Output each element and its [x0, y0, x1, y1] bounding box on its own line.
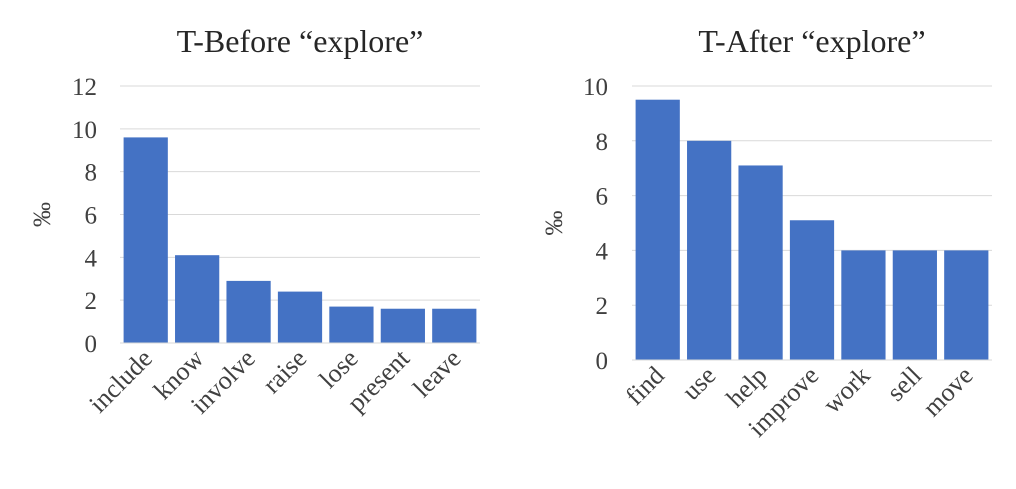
bar-help [738, 165, 783, 360]
bar-work [841, 250, 886, 360]
y-axis-label: ‰ [541, 211, 568, 236]
y-tick-label: 10 [583, 74, 608, 101]
y-tick-label: 0 [85, 331, 98, 358]
y-tick-label: 4 [85, 245, 98, 272]
x-tick-label: use [676, 361, 721, 406]
chart-title: T-Before “explore” [177, 23, 424, 59]
x-tick-label: move [917, 361, 978, 422]
y-tick-label: 4 [596, 238, 609, 265]
y-tick-label: 2 [596, 293, 609, 320]
bar-raise [277, 291, 323, 343]
chart-t-before: T-Before “explore” ‰ 024681012includekno… [29, 23, 480, 419]
x-tick-label: work [817, 361, 875, 419]
bar-lose [329, 306, 374, 343]
bar-include [123, 137, 168, 343]
bar-leave [432, 308, 477, 343]
bar-present [380, 308, 425, 343]
y-axis-label: ‰ [29, 202, 56, 227]
y-tick-label: 10 [72, 117, 97, 144]
y-tick-label: 6 [596, 184, 609, 211]
y-tick-label: 8 [85, 160, 98, 187]
bar-find [635, 99, 680, 360]
bar-involve [226, 280, 271, 343]
bar-sell [892, 250, 937, 360]
bar-improve [789, 220, 835, 360]
y-tick-label: 12 [72, 74, 97, 101]
chart-title: T-After “explore” [698, 23, 925, 59]
y-tick-label: 8 [596, 129, 609, 156]
y-tick-label: 0 [596, 348, 609, 375]
y-tick-label: 2 [85, 288, 98, 315]
x-tick-label: leave [407, 344, 466, 403]
bar-know [175, 255, 220, 343]
x-tick-label: find [620, 361, 670, 411]
x-tick-label: raise [257, 344, 312, 399]
y-tick-label: 6 [85, 203, 98, 230]
bar-move [944, 250, 989, 360]
bar-use [687, 140, 732, 360]
